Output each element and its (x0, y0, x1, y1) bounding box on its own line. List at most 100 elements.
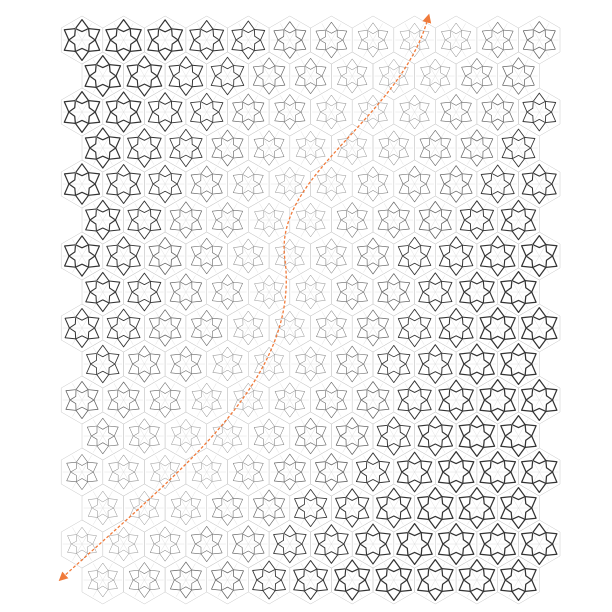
tile-kite (357, 183, 368, 194)
tile-spoke (435, 147, 446, 165)
tile-kite (253, 138, 264, 149)
tile-kite (470, 227, 484, 240)
tile-kite (418, 209, 430, 221)
tile-kite (233, 75, 245, 87)
tile-spoke (529, 527, 540, 545)
tile-spoke (227, 291, 238, 309)
tile-kite (138, 370, 151, 383)
tile-kite (448, 522, 464, 537)
tile-kite (524, 507, 537, 521)
tile-kite (379, 75, 389, 86)
tile-kite (212, 507, 223, 519)
tile-kite (440, 111, 451, 123)
tile-spoke (435, 75, 446, 93)
tile-kite (169, 209, 181, 221)
tile-kite (212, 543, 223, 555)
tile-kite (137, 272, 151, 286)
tile-spoke (268, 147, 279, 165)
tile-spoke (238, 327, 249, 345)
tile-kite (274, 497, 286, 509)
tile-kite (232, 533, 243, 545)
tile-spoke (363, 255, 374, 273)
tile-kite (366, 262, 380, 275)
tile-spoke (497, 543, 508, 561)
tile-kite (128, 570, 140, 581)
tile-spoke (238, 167, 249, 185)
tile-kite (316, 255, 327, 266)
tile-kite (399, 281, 411, 293)
tile-kite (503, 244, 516, 257)
tile-spoke (539, 239, 550, 257)
tile-kite (283, 46, 297, 59)
tile-kite (491, 191, 505, 204)
tile-spoke (238, 239, 249, 257)
tile-kite (294, 435, 306, 447)
tile-kite (345, 488, 359, 501)
tile-spoke (310, 275, 321, 293)
tile-kite (378, 138, 389, 149)
tile-spoke (404, 111, 415, 129)
tile-kite (544, 29, 556, 41)
tile-kite (253, 183, 264, 194)
tile-kite (242, 454, 255, 466)
tile-spoke (342, 203, 353, 221)
tile-kite (396, 471, 409, 484)
tile-kite (137, 200, 151, 213)
tile-kite (545, 471, 558, 485)
tile-kite (200, 237, 213, 250)
tile-kite (325, 406, 338, 419)
tile-kite (458, 579, 471, 593)
tile-kite (116, 191, 131, 205)
tile-kite (242, 166, 255, 178)
tile-kite (355, 532, 368, 545)
tile-kite (544, 39, 556, 51)
tile-kite (294, 497, 306, 509)
tile-kite (439, 183, 451, 195)
tile-spoke (497, 327, 508, 345)
tile-spoke (455, 383, 466, 401)
tile-spoke (539, 471, 550, 489)
tile-spoke (435, 507, 446, 525)
tile-spoke (196, 183, 207, 201)
tile-kite (211, 137, 223, 149)
tile-kite (417, 579, 430, 593)
tile-kite (399, 39, 410, 50)
tile-kite (211, 147, 223, 159)
tile-kite (420, 388, 432, 401)
tile-spoke (467, 579, 478, 597)
tile-kite (232, 183, 244, 194)
tile-kite (212, 435, 223, 446)
tile-kite (159, 526, 171, 538)
tile-kite (316, 435, 327, 447)
tile-spoke (384, 203, 394, 221)
tile-kite (74, 119, 90, 134)
tile-spoke (467, 347, 478, 365)
tile-kite (303, 587, 318, 601)
tile-kite (378, 317, 389, 329)
tile-spoke (248, 167, 259, 185)
tile-kite (211, 399, 222, 410)
tile-kite (273, 461, 285, 473)
tile-kite (274, 65, 286, 77)
tile-kite (366, 551, 380, 565)
tile-spoke (185, 579, 196, 597)
tile-kite (284, 333, 296, 345)
tile-spoke (476, 579, 487, 597)
tile-kite (294, 318, 305, 329)
tile-spoke (102, 491, 113, 509)
tile-kite (532, 551, 547, 566)
tile-kite (253, 399, 263, 410)
tile-kite (397, 255, 409, 267)
tile-kite (221, 490, 234, 502)
tile-kite (97, 585, 109, 598)
tile-spoke (384, 59, 394, 77)
tile-kite (295, 75, 306, 87)
tile-kite (86, 425, 98, 437)
tile-kite (511, 515, 526, 530)
tile-kite (242, 478, 255, 490)
tile-kite (502, 75, 513, 87)
tile-kite (524, 65, 535, 77)
tile-kite (450, 94, 463, 106)
tile-kite (524, 495, 537, 509)
tile-kite (532, 306, 547, 321)
